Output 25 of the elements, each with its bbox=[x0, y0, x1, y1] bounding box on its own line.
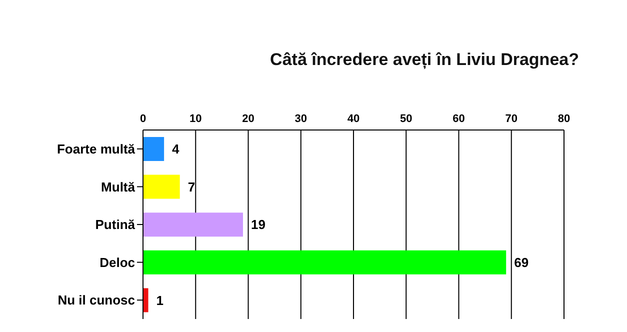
x-tick-label: 10 bbox=[190, 113, 202, 125]
bar bbox=[143, 212, 243, 237]
data-label: 69 bbox=[514, 255, 529, 270]
y-tick-label: Nu il cunosc bbox=[58, 292, 135, 308]
y-tick-label: Multă bbox=[101, 179, 136, 194]
x-tick-label: 40 bbox=[347, 113, 360, 125]
bar bbox=[143, 288, 148, 312]
x-tick-label: 30 bbox=[294, 113, 307, 125]
bar bbox=[143, 137, 164, 161]
chart-title: Câtă încredere aveți în Liviu Dragnea? bbox=[270, 50, 579, 70]
x-tick-label: 60 bbox=[452, 113, 465, 125]
bar bbox=[143, 174, 180, 199]
data-label: 19 bbox=[250, 217, 266, 232]
bar bbox=[143, 250, 506, 274]
x-tick-label: 50 bbox=[400, 113, 412, 125]
x-tick-label: 80 bbox=[558, 113, 570, 125]
y-tick-label: Foarte multă bbox=[56, 142, 136, 157]
data-label: 4 bbox=[172, 142, 180, 157]
data-label: 1 bbox=[156, 292, 164, 308]
x-tick-label: 20 bbox=[242, 113, 254, 125]
y-tick-label: Deloc bbox=[100, 254, 135, 270]
x-tick-label: 0 bbox=[140, 113, 146, 125]
data-label: 7 bbox=[188, 179, 196, 194]
x-tick-label: 70 bbox=[505, 113, 518, 125]
y-tick-label: Putină bbox=[95, 217, 136, 232]
